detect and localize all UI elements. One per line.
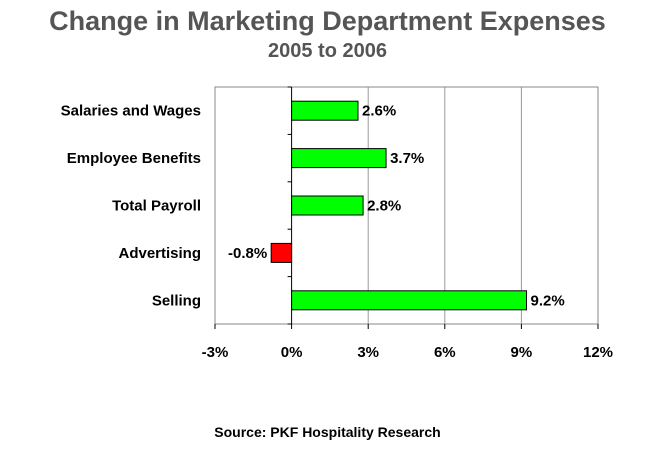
bar [291,195,364,216]
value-label: 3.7% [390,150,424,167]
category-label: Selling [152,292,201,309]
bar [291,290,528,311]
x-tick-label: -3% [202,344,229,361]
x-tick-label: 0% [281,344,303,361]
x-tick-label: 6% [434,344,456,361]
category-label: Advertising [118,245,201,262]
category-label: Salaries and Wages [61,103,201,120]
source-note: Source: PKF Hospitality Research [214,424,441,440]
value-label: 2.8% [367,198,401,215]
category-label: Employee Benefits [67,150,201,167]
bar [291,100,359,121]
chart-title: Change in Marketing Department Expenses [49,6,606,36]
bar [291,148,387,169]
chart-subtitle: 2005 to 2006 [268,40,387,62]
value-label: 2.6% [362,103,396,120]
value-label: 9.2% [531,292,565,309]
value-label: -0.8% [228,245,267,262]
category-label: Total Payroll [112,198,201,215]
bar [270,242,293,263]
x-tick-label: 12% [583,344,613,361]
x-tick-label: 9% [511,344,533,361]
plot-border [214,86,599,325]
x-tick-label: 3% [357,344,379,361]
